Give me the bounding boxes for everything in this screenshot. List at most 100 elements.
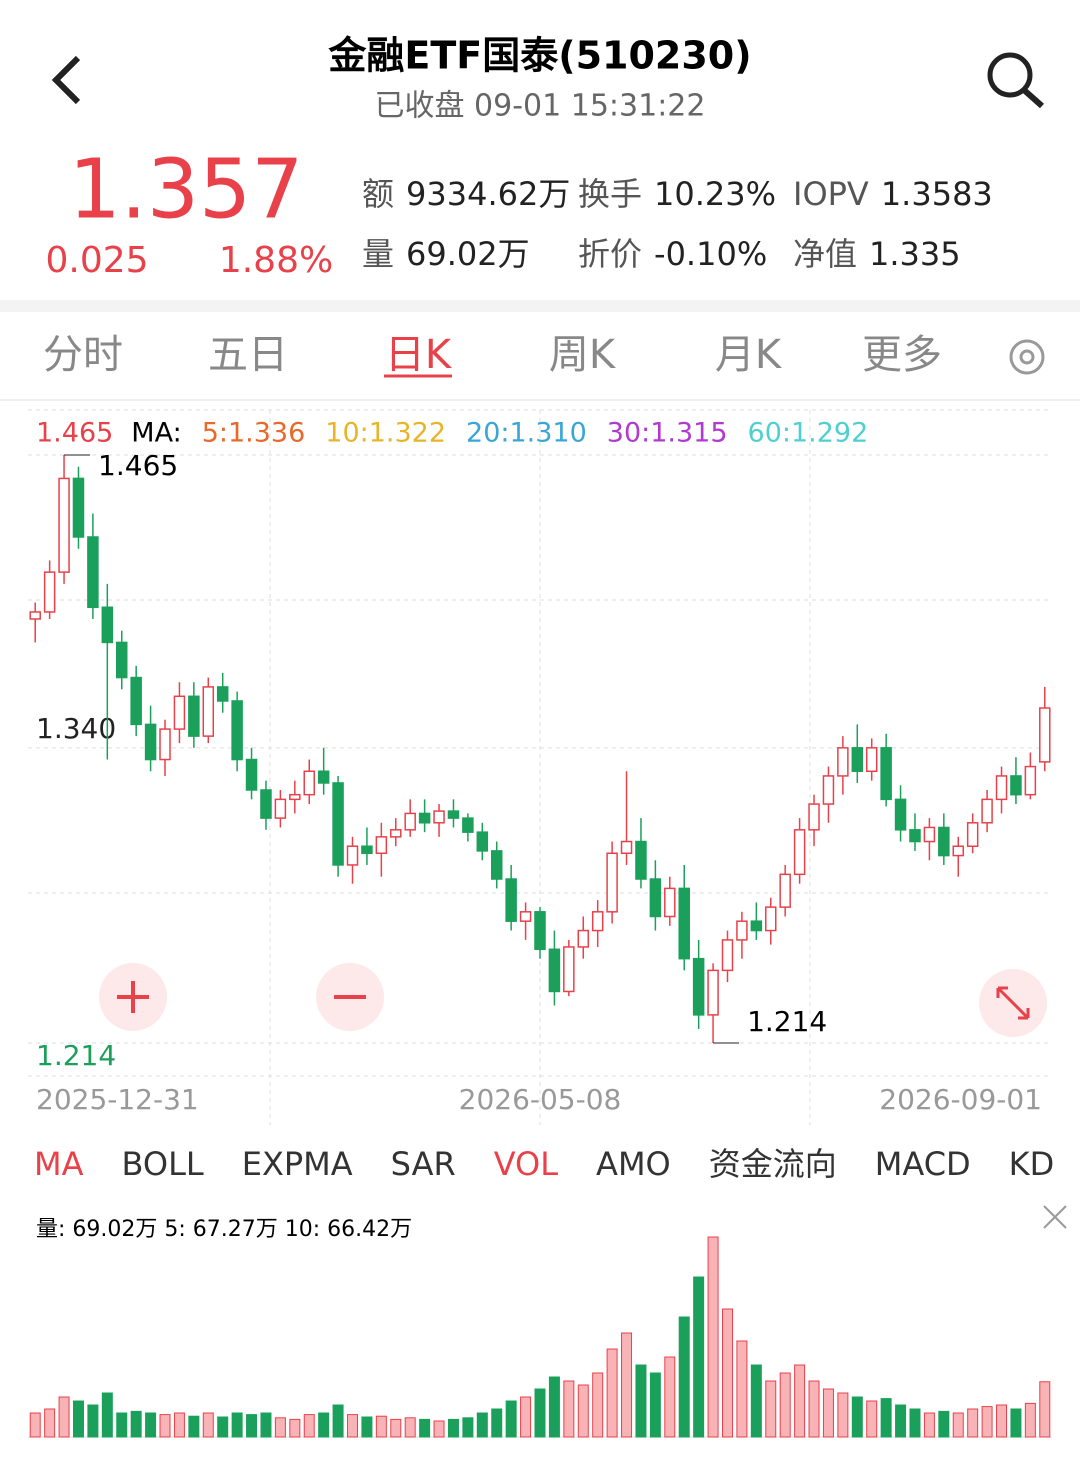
indicator-tab[interactable]: AMO (596, 1145, 671, 1183)
candle-body (563, 946, 575, 993)
volume-bar (534, 1388, 546, 1438)
candle-body (332, 782, 344, 866)
indicator-tab[interactable]: MACD (875, 1145, 971, 1183)
volume-bar (29, 1412, 41, 1438)
volume-bar (707, 1236, 719, 1438)
change: 0.025 (45, 240, 148, 281)
stat-label: 折价 (578, 235, 642, 273)
volume-bar (476, 1412, 488, 1438)
volume-bar (145, 1412, 157, 1438)
min-label: 1.214 (747, 1005, 827, 1038)
tab[interactable]: 月K (715, 332, 783, 378)
candle-body (606, 852, 618, 913)
candle-body (822, 775, 835, 805)
indicator-tab[interactable]: BOLL (122, 1145, 204, 1183)
candle-body (966, 822, 979, 847)
volume-bar (721, 1308, 733, 1438)
tab[interactable]: 周K (549, 332, 617, 378)
volume-bar (664, 1356, 676, 1438)
candle-body (159, 728, 171, 761)
settings-button[interactable] (1009, 339, 1045, 375)
candle-body (72, 477, 85, 538)
candle-body (692, 957, 705, 1016)
volume-bar (173, 1412, 185, 1438)
stat-value: 9334.62万 (406, 175, 570, 213)
x-tick-label: 2026-09-01 (879, 1083, 1042, 1116)
volume-bar (260, 1412, 272, 1438)
tab[interactable]: 分时 (43, 332, 123, 378)
tab[interactable]: 五日 (208, 332, 288, 378)
search-button[interactable] (987, 52, 1044, 109)
candle-body (938, 826, 950, 857)
back-button[interactable] (51, 55, 81, 105)
volume-bar (923, 1412, 935, 1438)
volume-bar (433, 1420, 445, 1438)
volume-bar (909, 1408, 921, 1438)
stat-label: 净值 (793, 235, 857, 273)
volume-bar (592, 1372, 604, 1438)
volume-bar (375, 1415, 387, 1438)
candle-body (736, 920, 748, 941)
volume-bar (404, 1417, 416, 1438)
tab[interactable]: 更多 (862, 332, 942, 378)
candle-body (115, 641, 128, 679)
candle-body (851, 747, 864, 773)
candle-body (303, 770, 315, 796)
volume-bar (289, 1418, 301, 1438)
candle-body (865, 747, 878, 773)
ma-item: 30:1.315 (607, 418, 728, 449)
candle-body (721, 939, 734, 972)
indicator-tab[interactable]: 资金流向 (709, 1145, 837, 1183)
candle-body (577, 929, 590, 948)
volume-bar (101, 1392, 113, 1438)
volume-bar (130, 1410, 142, 1438)
y-tick-label: 1.214 (36, 1039, 116, 1072)
volume-bar (606, 1348, 618, 1438)
stat-value: 69.02万 (406, 235, 530, 273)
ma-item: 60:1.292 (748, 418, 869, 449)
indicator-tab[interactable]: KD (1009, 1145, 1055, 1183)
indicator-tab[interactable]: EXPMA (242, 1145, 353, 1183)
candle-body (289, 793, 301, 801)
volume-bar (491, 1408, 503, 1438)
candle-body (245, 758, 258, 791)
candle-body (534, 911, 546, 951)
candle-body (620, 840, 633, 854)
candle-body (346, 845, 359, 866)
stat-label: 额 (362, 175, 394, 213)
candle-body (490, 850, 503, 880)
candle-body (260, 789, 272, 819)
volume-bar (938, 1410, 950, 1438)
volume-bar (116, 1412, 128, 1438)
candle-body (433, 810, 445, 824)
separator (0, 300, 1080, 312)
candle-body (793, 829, 806, 876)
candle-body (188, 695, 200, 737)
volume-bar (808, 1380, 820, 1438)
candle-body (216, 686, 229, 702)
volume-bar (217, 1416, 229, 1438)
candle-body (952, 845, 965, 857)
indicator-tab[interactable]: VOL (494, 1145, 559, 1183)
volume-bar (895, 1404, 907, 1438)
candle-body (130, 676, 142, 726)
y-tick-label: 1.340 (36, 712, 116, 745)
close-button[interactable] (1043, 1205, 1067, 1229)
stat-value: -0.10% (654, 235, 767, 273)
candle-body (750, 920, 763, 932)
volume-bar (635, 1364, 647, 1438)
candle-body (231, 700, 243, 761)
ma-item: 10:1.322 (325, 418, 446, 449)
tab[interactable]: 日K (385, 332, 453, 378)
candle-body (29, 611, 41, 620)
stat-value: 10.23% (654, 175, 776, 213)
candle-body (202, 686, 215, 737)
indicator-tab[interactable]: MA (34, 1145, 84, 1183)
indicator-tab[interactable]: SAR (391, 1145, 456, 1183)
stat-label: IOPV (793, 175, 869, 213)
fullscreen-icon (996, 986, 1030, 1020)
candle-body (462, 817, 474, 833)
candle-body (390, 829, 402, 838)
volume-bar (72, 1400, 84, 1438)
volume-bar (347, 1414, 359, 1438)
